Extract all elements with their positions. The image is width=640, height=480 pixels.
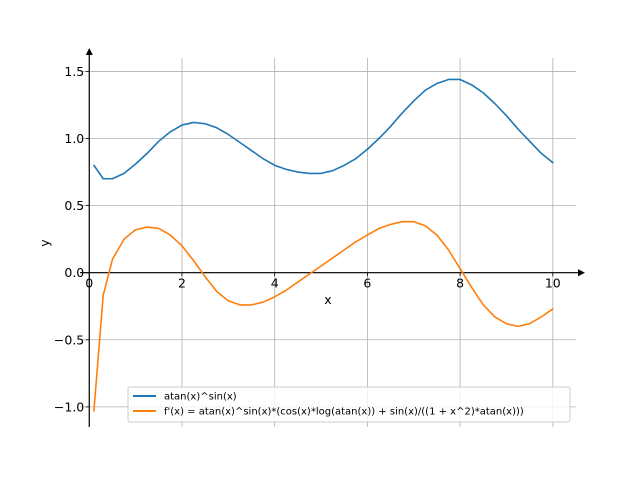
- x-tick-label: 10: [545, 276, 561, 291]
- y-tick-label: 0.5: [64, 198, 84, 213]
- y-tick-label: 1.0: [64, 131, 84, 146]
- series-line-atan: [93, 78, 554, 180]
- x-tick-label: 6: [363, 276, 371, 291]
- legend: atan(x)^sin(x) f'(x) = atan(x)^sin(x)*(c…: [127, 386, 571, 423]
- legend-box: [127, 386, 571, 423]
- x-tick-label: 8: [456, 276, 464, 291]
- x-axis-arrow: [578, 269, 585, 277]
- x-tick-label: 0: [85, 276, 93, 291]
- series: [93, 78, 554, 412]
- y-tick-label: −0.5: [54, 332, 84, 347]
- y-tick-label: 1.5: [64, 64, 84, 79]
- legend-label-atan: atan(x)^sin(x): [164, 392, 237, 403]
- y-axis-arrow: [85, 48, 93, 55]
- x-tick-label: 2: [178, 276, 186, 291]
- ticks: 0 2 4 6 8 10 −1.0 −0.5 0.0 0.5 1.0 1.5: [54, 64, 561, 414]
- y-tick-label: 0.0: [64, 265, 84, 280]
- y-axis-title: y: [37, 239, 52, 247]
- legend-label-derivative: f'(x) = atan(x)^sin(x)*(cos(x)*log(atan(…: [164, 407, 524, 418]
- x-tick-label: 4: [271, 276, 279, 291]
- y-tick-label: −1.0: [54, 399, 84, 414]
- axes: [80, 48, 585, 427]
- x-axis-title: x: [324, 292, 331, 307]
- series-line-derivative: [93, 220, 554, 412]
